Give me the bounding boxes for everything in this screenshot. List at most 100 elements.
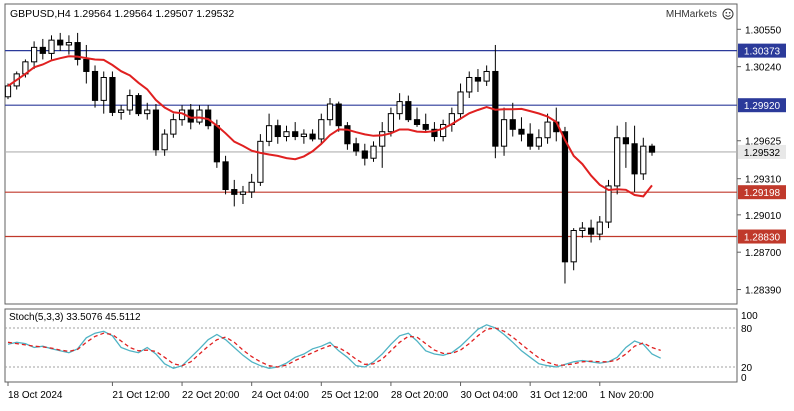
candle-body bbox=[535, 137, 542, 147]
stoch-axis-label: 0 bbox=[741, 373, 747, 384]
candle-body bbox=[109, 76, 116, 113]
candle-body bbox=[614, 137, 621, 187]
candle-body bbox=[292, 131, 299, 138]
price-axis: 1.30373 1.29920 1.29532 1.29198 1.28830 1.305… bbox=[737, 25, 786, 297]
stoch-axis-label: 80 bbox=[741, 324, 753, 335]
candle-body bbox=[222, 161, 229, 191]
sma-line bbox=[7, 55, 653, 198]
time-tick-label: 31 Oct 12:00 bbox=[530, 390, 588, 401]
level-label-box bbox=[738, 43, 786, 58]
candle-body bbox=[622, 137, 630, 145]
time-tick-label: 30 Oct 04:00 bbox=[461, 390, 519, 401]
candle-body bbox=[544, 121, 551, 139]
candle-body bbox=[474, 76, 482, 82]
level-label-box bbox=[738, 98, 786, 113]
candle-body bbox=[196, 109, 203, 123]
time-axis: 18 Oct 2024 21 Oct 12:00 22 Oct 20:00 24 Oc… bbox=[7, 382, 654, 401]
time-tick-label: 18 Oct 2024 bbox=[8, 390, 63, 401]
candle-body bbox=[596, 221, 603, 235]
price-tick-label: 1.30550 bbox=[745, 25, 782, 36]
candle-body bbox=[39, 46, 46, 54]
candle-body bbox=[640, 145, 647, 175]
stoch-axis-label: 100 bbox=[741, 311, 758, 322]
candle-body bbox=[405, 101, 412, 121]
price-tick-label: 1.29310 bbox=[745, 175, 782, 186]
candle-body bbox=[396, 101, 403, 115]
stochastic-oscillator: 100 80 200 bbox=[5, 311, 758, 384]
level-label-box bbox=[738, 229, 786, 244]
price-tick-label: 1.30240 bbox=[745, 63, 782, 74]
candle-body bbox=[213, 125, 220, 163]
candle-body bbox=[527, 133, 534, 147]
candle-body bbox=[431, 128, 438, 138]
time-tick-label: 25 Oct 12:00 bbox=[321, 390, 379, 401]
candle-body bbox=[352, 143, 360, 152]
candle-body bbox=[30, 46, 38, 63]
candle-body bbox=[579, 227, 586, 232]
brand-label: MHMarkets bbox=[666, 9, 717, 20]
smiley-icon bbox=[722, 8, 734, 20]
candle-body bbox=[318, 119, 325, 140]
candle-body bbox=[483, 70, 490, 82]
price-tick-label: 1.28390 bbox=[745, 286, 782, 297]
candle-body bbox=[326, 103, 334, 121]
level-label: 1.28830 bbox=[744, 233, 781, 244]
candle-body bbox=[152, 109, 160, 151]
price-tick-label: 1.29625 bbox=[745, 137, 782, 148]
candle-body bbox=[57, 39, 64, 46]
candle-body bbox=[631, 143, 638, 175]
candle-body bbox=[309, 133, 316, 140]
candle-body bbox=[387, 113, 395, 133]
time-tick-label: 22 Oct 20:00 bbox=[182, 390, 240, 401]
candle-body bbox=[231, 189, 238, 195]
candle-body bbox=[74, 42, 81, 60]
candle-body bbox=[135, 95, 142, 115]
time-tick-label: 24 Oct 04:00 bbox=[252, 390, 310, 401]
time-tick-label: 21 Oct 12:00 bbox=[112, 390, 170, 401]
candle-body bbox=[83, 58, 90, 72]
candle-body bbox=[500, 119, 508, 147]
candle-body bbox=[48, 39, 55, 54]
candle-body bbox=[65, 42, 73, 46]
candle-body bbox=[379, 131, 386, 147]
price-tick-label: 1.29010 bbox=[745, 211, 782, 222]
level-label-box bbox=[738, 144, 786, 159]
level-label: 1.30373 bbox=[744, 47, 781, 58]
candle-body bbox=[440, 123, 447, 138]
price-tick-label: 1.28700 bbox=[745, 248, 782, 259]
candle-body bbox=[561, 131, 569, 263]
level-label-box bbox=[738, 185, 786, 200]
candle-body bbox=[570, 230, 577, 263]
candle-body bbox=[370, 145, 377, 159]
stoch-axis-label: 20 bbox=[741, 363, 753, 374]
level-label: 1.29920 bbox=[744, 101, 781, 112]
level-label: 1.29532 bbox=[744, 148, 781, 159]
candle-body bbox=[509, 119, 516, 130]
candle-body bbox=[413, 119, 421, 125]
candle-body bbox=[4, 85, 12, 98]
candle-body bbox=[335, 103, 342, 127]
candle-body bbox=[144, 109, 151, 115]
candle-body bbox=[239, 191, 247, 195]
candle-body bbox=[466, 76, 473, 93]
moving-average bbox=[7, 55, 653, 198]
candle-body bbox=[283, 131, 290, 138]
candle-body bbox=[587, 227, 595, 235]
symbol-header: GBPUSD,H4 1.29564 1.29564 1.29507 1.2953… bbox=[10, 8, 234, 20]
level-label: 1.29198 bbox=[744, 188, 781, 199]
candle-body bbox=[257, 140, 264, 183]
candle-body bbox=[170, 119, 177, 135]
time-tick-label: 28 Oct 20:00 bbox=[391, 390, 449, 401]
stoch-label: Stoch(5,3,3) 33.5076 45.5112 bbox=[9, 312, 141, 323]
candle-body bbox=[605, 185, 612, 223]
candle-body bbox=[518, 128, 525, 135]
time-tick-label: 1 Nov 20:00 bbox=[600, 390, 654, 401]
stoch-signal-line bbox=[7, 327, 661, 368]
candle-body bbox=[274, 125, 281, 138]
candle-body bbox=[91, 70, 99, 101]
candle-body bbox=[648, 145, 656, 153]
candle-body bbox=[361, 150, 368, 159]
candle-body bbox=[344, 125, 351, 145]
candles bbox=[4, 32, 656, 284]
